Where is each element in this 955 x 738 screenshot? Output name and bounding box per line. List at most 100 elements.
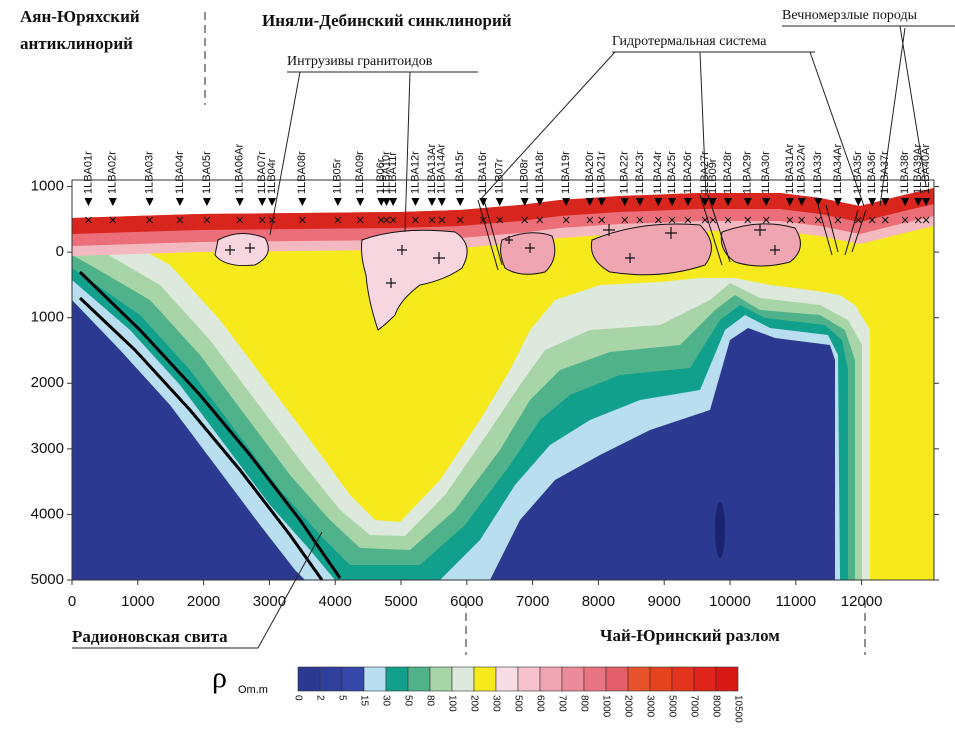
station-label: 1LBA08r [296, 151, 308, 194]
color-box [694, 667, 716, 691]
station-marker [334, 198, 342, 206]
station-label: 1LBA34Ar [832, 144, 844, 194]
x-tick-label: 7000 [516, 593, 549, 610]
section [72, 180, 934, 580]
station-label: 1LB07r [494, 158, 506, 194]
station-label: 1LBA22r [619, 151, 631, 194]
station-label: 1LBA33r [812, 151, 824, 194]
station-label: 1LBA32Ar [796, 144, 808, 194]
region-label: Аян-Юряхский [20, 7, 140, 26]
colorbar-tick-label: 100 [446, 695, 457, 712]
station-label: 1LBA11r [387, 152, 399, 194]
color-box [540, 667, 562, 691]
x-tick-label: 5000 [384, 593, 417, 610]
station-label: 1LBA26r [682, 151, 694, 194]
y-tick-label: 1000 [31, 178, 64, 195]
color-box [320, 667, 342, 691]
colorbar-tick-label: 2000 [622, 695, 633, 718]
station-label: 1LBA14Ar [436, 144, 448, 194]
station-label: 1LBA36r [866, 151, 878, 194]
annotation: Радионовская свита [72, 627, 228, 646]
station-marker [411, 198, 419, 206]
station-label: 1LBA05r [201, 151, 213, 194]
x-tick-label: 4000 [319, 593, 352, 610]
station-label: 1LBA12r [409, 151, 421, 194]
station-label: 1LB08r [519, 158, 531, 194]
colorbar-tick-label: 600 [534, 695, 545, 712]
station-label: 1LB05r [332, 158, 344, 194]
station-marker [176, 198, 184, 206]
x-tick-label: 12000 [841, 593, 883, 610]
station-label: 1LBA21r [596, 151, 608, 194]
x-tick-label: 6000 [450, 593, 483, 610]
station-label: 1LBA09r [354, 151, 366, 194]
color-box [628, 667, 650, 691]
annotation: Гидротермальная система [612, 34, 767, 49]
color-box [452, 667, 474, 691]
station-label: 1LBA30r [760, 151, 772, 194]
station-marker [438, 198, 446, 206]
station-label: 1LBA40Ar [920, 144, 932, 194]
station-marker [383, 198, 391, 206]
chart: 0100020003000400050006000700080009000100… [0, 0, 955, 738]
dark-anomaly [715, 502, 725, 558]
intrusion [215, 233, 268, 265]
color-box [408, 667, 430, 691]
color-box [584, 667, 606, 691]
x-tick-label: 1000 [121, 593, 154, 610]
color-box [606, 667, 628, 691]
station-label: 1LBA03r [144, 151, 156, 194]
station-label: 1LBA06Ar [234, 144, 246, 194]
station-label: 1LBA15r [454, 151, 466, 194]
colorbar-tick-label: 1000 [600, 695, 611, 718]
station-label: 1LBA28r [722, 151, 734, 194]
region-label: Иняли-Дебинский синклинорий [262, 11, 512, 30]
colorbar-tick-label: 800 [578, 695, 589, 712]
color-box [298, 667, 320, 691]
x-tick-label: 11000 [776, 593, 817, 610]
station-label: 1LB04r [266, 158, 278, 194]
color-box [364, 667, 386, 691]
colorbar-tick-label: 7000 [688, 695, 699, 718]
station-marker [298, 198, 306, 206]
station-label: 1LB09r [707, 158, 719, 194]
color-box [672, 667, 694, 691]
y-tick-label: 2000 [31, 374, 64, 391]
colorbar-tick-label: 30 [380, 695, 391, 707]
colorbar-symbol: ρ [212, 661, 227, 694]
colorbar-tick-label: 500 [512, 695, 523, 712]
colorbar-tick-label: 5 [336, 695, 347, 701]
station-marker [109, 198, 117, 206]
station-marker [356, 198, 364, 206]
colorbar-tick-label: 2 [314, 695, 325, 701]
y-tick-label: 3000 [31, 440, 64, 457]
colorbar-tick-label: 300 [490, 695, 501, 712]
color-box [430, 667, 452, 691]
color-box [386, 667, 408, 691]
colorbar-tick-label: 5000 [666, 695, 677, 718]
y-tick-label: 5000 [31, 571, 64, 588]
station-label: 1LBA24r [652, 151, 664, 194]
y-tick-label: 4000 [31, 505, 64, 522]
color-box [650, 667, 672, 691]
color-box [342, 667, 364, 691]
station-marker [84, 198, 92, 206]
colorbar-tick-label: 50 [402, 695, 413, 707]
color-box [562, 667, 584, 691]
region-label: антиклинорий [20, 34, 133, 53]
colorbar-tick-label: 8000 [710, 695, 721, 718]
station-marker [236, 198, 244, 206]
station-marker [258, 198, 266, 206]
station-marker [456, 198, 464, 206]
station-marker [428, 198, 436, 206]
x-tick-label: 10000 [709, 593, 751, 610]
station-label: 1LBA38r [899, 151, 911, 194]
x-tick-label: 3000 [253, 593, 286, 610]
x-tick-label: 2000 [187, 593, 220, 610]
annotation: Интрузивы гранитоидов [287, 54, 433, 69]
station-label: 1LBA02r [107, 151, 119, 194]
colorbar-tick-label: 10500 [732, 695, 743, 723]
colorbar-tick-label: 0 [292, 695, 303, 701]
x-tick-label: 0 [68, 593, 76, 610]
